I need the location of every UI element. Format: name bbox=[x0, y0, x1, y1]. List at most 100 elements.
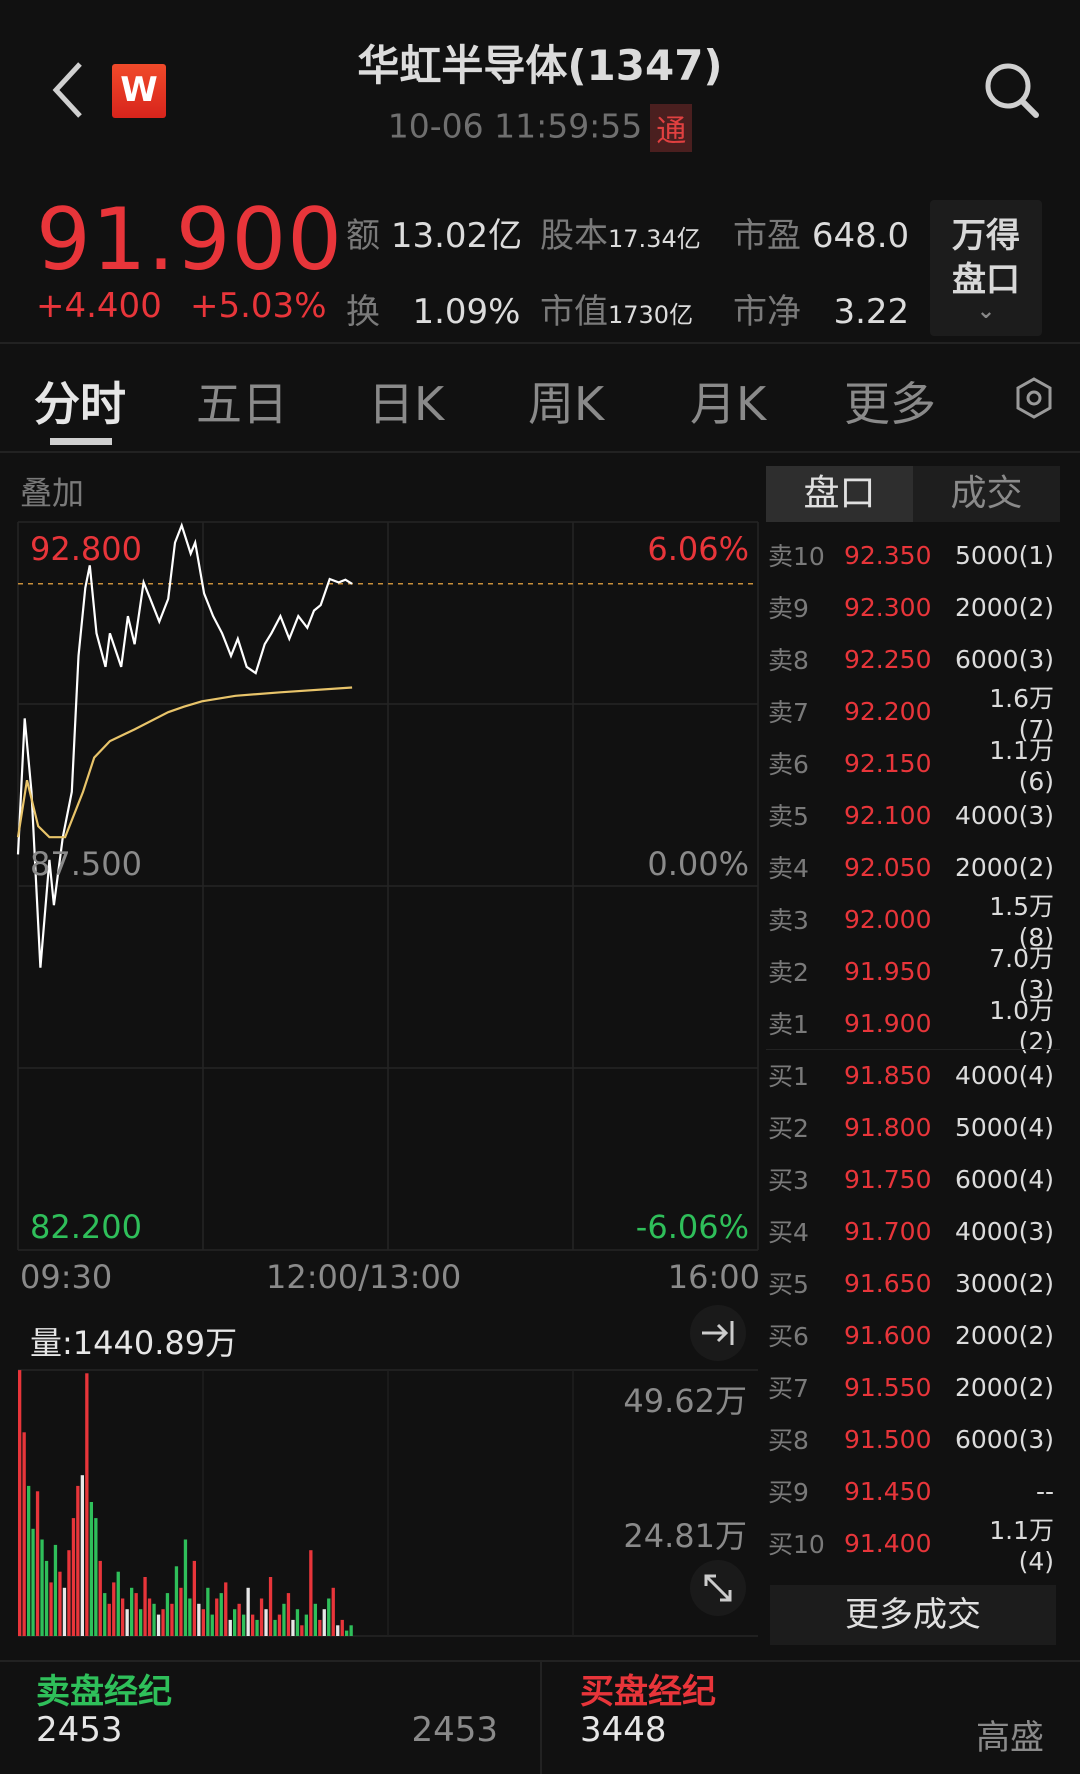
tab-intraday[interactable]: 分时 bbox=[34, 377, 126, 431]
level-qty: 6000(4) bbox=[954, 1164, 1054, 1194]
expand-icon bbox=[704, 1574, 732, 1602]
orderbook-row[interactable]: 买8 91.500 6000(3) bbox=[768, 1413, 1058, 1465]
orderbook-row[interactable]: 卖1 91.900 1.0万(2) bbox=[768, 996, 1058, 1056]
orderbook-row[interactable]: 卖4 92.050 2000(2) bbox=[768, 841, 1058, 893]
orderbook-row[interactable]: 卖3 92.000 1.5万(8) bbox=[768, 892, 1058, 952]
orderbook-row[interactable]: 卖2 91.950 7.0万(3) bbox=[768, 944, 1058, 1004]
y-tick-mid: 87.500 bbox=[30, 845, 142, 883]
orderbook-row[interactable]: 买10 91.400 1.1万(4) bbox=[768, 1516, 1058, 1576]
volume-bar bbox=[165, 1593, 170, 1636]
level-label: 卖4 bbox=[768, 854, 809, 883]
volume-bar bbox=[94, 1518, 98, 1636]
tab-weekly-k[interactable]: 周K bbox=[528, 377, 605, 431]
tab-daily-k[interactable]: 日K bbox=[368, 377, 445, 431]
y-pct-low: -6.06% bbox=[635, 1208, 749, 1246]
volume-bar bbox=[322, 1609, 326, 1636]
level-qty: 2000(2) bbox=[954, 852, 1054, 882]
fullscreen-button[interactable] bbox=[690, 1560, 746, 1616]
stat-label: 市盈 bbox=[733, 216, 801, 256]
page-title: 华虹半导体(1347) bbox=[357, 41, 723, 90]
tab-monthly-k[interactable]: 月K bbox=[690, 377, 767, 431]
x-tick-lunch: 12:00/13:00 bbox=[266, 1258, 462, 1296]
overlay-button[interactable]: 叠加 bbox=[20, 474, 85, 512]
volume-bar bbox=[219, 1593, 223, 1636]
volume-bar bbox=[309, 1550, 313, 1636]
volume-bar bbox=[125, 1609, 129, 1636]
level-label: 买2 bbox=[768, 1114, 809, 1143]
volume-bar bbox=[107, 1603, 111, 1636]
y-pct-mid: 0.00% bbox=[647, 845, 749, 883]
jump-to-end-button[interactable] bbox=[690, 1305, 746, 1361]
orderbook-row[interactable]: 卖8 92.250 6000(3) bbox=[768, 633, 1058, 685]
volume-bar bbox=[156, 1614, 161, 1636]
orderbook-row[interactable]: 买5 91.650 3000(2) bbox=[768, 1257, 1058, 1309]
volume-bar bbox=[228, 1619, 232, 1636]
search-icon[interactable] bbox=[982, 58, 1042, 122]
level-label: 卖3 bbox=[768, 906, 809, 935]
orderbook-row[interactable]: 买3 91.750 6000(4) bbox=[768, 1153, 1058, 1205]
volume-bar bbox=[143, 1577, 147, 1636]
volume-bar bbox=[71, 1518, 76, 1636]
buy-broker-name[interactable]: 高盛 bbox=[976, 1718, 1044, 1758]
divider bbox=[540, 1660, 542, 1774]
orderbook-row[interactable]: 卖6 92.150 1.1万(6) bbox=[768, 736, 1058, 796]
stat-pe: 市盈 648.0 bbox=[733, 208, 909, 257]
volume-bar bbox=[161, 1609, 165, 1636]
volume-bar bbox=[58, 1571, 62, 1636]
orderbook-row[interactable]: 买7 91.550 2000(2) bbox=[768, 1361, 1058, 1413]
sell-broker-title: 卖盘经纪 bbox=[36, 1672, 172, 1712]
volume-bar bbox=[336, 1625, 340, 1636]
volume-bar bbox=[139, 1609, 143, 1636]
orderbook-row[interactable]: 卖5 92.100 4000(3) bbox=[768, 789, 1058, 841]
level-price: 91.450 bbox=[844, 1476, 932, 1506]
orderbook-row[interactable]: 买4 91.700 4000(3) bbox=[768, 1205, 1058, 1257]
buy-broker-code[interactable]: 3448 bbox=[580, 1710, 667, 1750]
level-label: 卖2 bbox=[768, 958, 809, 987]
orderbook-row[interactable]: 卖7 92.200 1.6万(7) bbox=[768, 684, 1058, 744]
orderbook-row[interactable]: 买2 91.800 5000(4) bbox=[768, 1101, 1058, 1153]
level-label: 卖8 bbox=[768, 646, 809, 675]
volume-bar bbox=[251, 1614, 255, 1636]
settings-icon[interactable] bbox=[1014, 376, 1054, 420]
level-label: 买8 bbox=[768, 1426, 809, 1455]
level-price: 91.950 bbox=[844, 956, 932, 986]
volume-bar bbox=[49, 1582, 53, 1636]
last-price: 91.900 bbox=[36, 190, 343, 290]
level-qty: 2000(2) bbox=[954, 1320, 1054, 1350]
price-change-pct: +5.03% bbox=[190, 286, 327, 326]
level-price: 92.250 bbox=[844, 644, 932, 674]
orderbook-trades-toggle[interactable]: 盘口 成交 bbox=[766, 466, 1060, 522]
volume-bar bbox=[112, 1582, 116, 1636]
level-qty: 4000(4) bbox=[954, 1060, 1054, 1090]
volume-bar bbox=[152, 1603, 156, 1636]
volume-bar bbox=[62, 1587, 67, 1636]
volume-bar bbox=[130, 1587, 134, 1636]
level-price: 92.350 bbox=[844, 540, 932, 570]
volume-bar bbox=[85, 1373, 89, 1636]
stat-label: 股本 bbox=[540, 216, 608, 256]
orderbook-row[interactable]: 买1 91.850 4000(4) bbox=[768, 1049, 1058, 1101]
tab-more[interactable]: 更多 bbox=[844, 377, 936, 431]
orderbook-row[interactable]: 买6 91.600 2000(2) bbox=[768, 1309, 1058, 1361]
more-trades-button[interactable]: 更多成交 bbox=[770, 1585, 1056, 1645]
price-line bbox=[16, 522, 353, 968]
orderbook-row[interactable]: 买9 91.450 -- bbox=[768, 1465, 1058, 1517]
chevron-down-icon: ⌄ bbox=[976, 299, 996, 324]
sell-broker-code[interactable]: 2453 bbox=[36, 1710, 123, 1750]
level-qty: 4000(3) bbox=[954, 1216, 1054, 1246]
sell-broker-name[interactable]: 2453 bbox=[411, 1710, 498, 1750]
level-qty: 5000(4) bbox=[954, 1112, 1054, 1142]
volume-bar bbox=[255, 1619, 259, 1636]
level-price: 92.200 bbox=[844, 696, 932, 726]
wind-orderbook-button[interactable]: 万得 盘口 ⌄ bbox=[930, 200, 1042, 336]
tab-five-day[interactable]: 五日 bbox=[196, 377, 288, 431]
toggle-orderbook[interactable]: 盘口 bbox=[766, 466, 913, 522]
orderbook-row[interactable]: 卖9 92.300 2000(2) bbox=[768, 581, 1058, 633]
y-tick-low: 82.200 bbox=[30, 1208, 142, 1246]
average-price-line bbox=[16, 686, 353, 839]
orderbook-row[interactable]: 卖10 92.350 5000(1) bbox=[768, 529, 1058, 581]
level-label: 卖7 bbox=[768, 698, 809, 727]
toggle-trades[interactable]: 成交 bbox=[950, 473, 1023, 514]
back-arrow-icon[interactable] bbox=[48, 58, 88, 122]
